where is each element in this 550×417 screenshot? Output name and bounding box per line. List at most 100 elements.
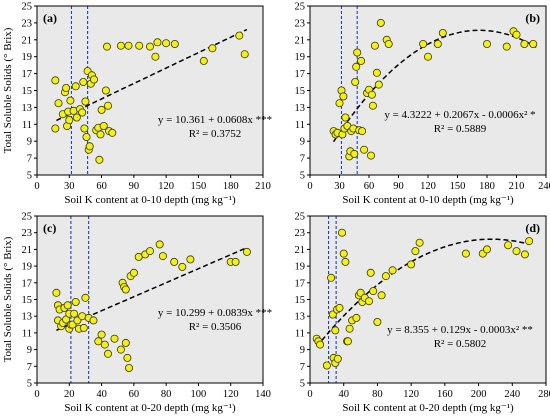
data-point [155, 240, 164, 249]
data-point [121, 285, 130, 294]
data-point [101, 86, 110, 95]
data-point [407, 260, 416, 269]
y-tick-label: 7 [27, 154, 32, 165]
y-tick-label: 5 [300, 379, 305, 390]
data-point [116, 345, 125, 354]
data-point [388, 266, 397, 275]
plot-background [310, 216, 546, 383]
data-point [104, 101, 113, 110]
data-point [341, 257, 350, 266]
regression-equation: y = 4.3222 + 0.2067x - 0.0006x² * [384, 109, 535, 121]
x-tick-label: 40 [338, 389, 349, 400]
x-tick-label: 120 [420, 181, 436, 192]
data-point [66, 96, 75, 105]
y-tick-label: 9 [27, 137, 32, 148]
y-tick-label: 21 [295, 35, 306, 46]
x-tick-label: 0 [307, 389, 312, 400]
y-tick-label: 13 [22, 103, 33, 114]
data-point [125, 363, 134, 372]
y-tick-label: 5 [27, 171, 32, 182]
data-point [94, 337, 103, 346]
data-point [345, 324, 354, 333]
y-axis-label: Total Soluble Solids (° Brix) [2, 236, 14, 362]
y-tick-label: 21 [22, 35, 33, 46]
panel-label: (c) [43, 221, 56, 235]
data-point [381, 272, 390, 281]
x-tick-label: 90 [129, 181, 140, 192]
x-axis-label: Soil K content at 0-10 depth (mg kg⁻¹) [342, 194, 514, 206]
data-point [231, 257, 240, 266]
x-tick-label: 100 [191, 389, 207, 400]
x-tick-label: 210 [509, 181, 525, 192]
x-tick-label: 140 [255, 389, 271, 400]
x-tick-label: 200 [471, 389, 487, 400]
data-point [79, 323, 88, 332]
data-point [71, 82, 80, 91]
data-point [178, 262, 187, 271]
y-tick-label: 25 [22, 2, 33, 13]
y-tick-label: 11 [295, 120, 305, 131]
x-tick-label: 150 [450, 181, 466, 192]
x-tick-label: 30 [64, 181, 75, 192]
data-point [79, 78, 88, 87]
data-point [520, 250, 529, 259]
x-tick-label: 60 [129, 389, 140, 400]
data-point [433, 40, 442, 49]
y-tick-label: 23 [22, 18, 33, 29]
data-point [339, 92, 348, 101]
data-point [170, 40, 179, 49]
panel-b: 5 7 9 11 13 15 17 19 21 23 25 0 30 60 90 120 150 180 210 24… [295, 2, 550, 207]
data-point [423, 52, 432, 61]
data-point [384, 40, 393, 49]
data-point [525, 237, 534, 246]
data-point [339, 249, 348, 258]
x-tick-label: 60 [96, 181, 107, 192]
panel-label: (d) [525, 221, 540, 235]
x-tick-label: 180 [223, 181, 239, 192]
y-tick-label: 9 [300, 345, 305, 356]
x-tick-label: 240 [538, 181, 550, 192]
regression-equation: y = 10.299 + 0.0839x *** [158, 307, 272, 319]
data-point [145, 42, 154, 51]
r-squared: R² = 0.5889 [434, 123, 487, 135]
panel-label: (a) [43, 11, 57, 25]
y-tick-label: 19 [295, 52, 306, 63]
data-point [372, 68, 381, 77]
data-point [419, 40, 428, 49]
data-point [123, 353, 132, 362]
data-point [162, 39, 171, 48]
data-point [438, 28, 447, 37]
regression-equation: y = 10.361 + 0.0608x *** [158, 114, 272, 126]
data-point [357, 56, 366, 65]
data-point [54, 99, 63, 108]
y-tick-label: 17 [22, 278, 33, 289]
data-point [377, 291, 386, 300]
y-axis-label: Total Soluble Solids (° Brix) [2, 27, 14, 153]
x-tick-label: 80 [372, 389, 383, 400]
data-point [373, 317, 382, 326]
regression-equation: y = 8.355 + 0.129x - 0.0003x² ** [387, 324, 533, 336]
data-point [89, 316, 98, 325]
y-tick-label: 21 [295, 245, 306, 256]
x-tick-label: 240 [504, 389, 520, 400]
panel-d: 5 7 9 11 13 15 17 19 21 23 25 0 40 80 120 160 200 240 280 S… [295, 212, 550, 415]
data-point [208, 44, 217, 53]
plot-background [37, 6, 263, 175]
data-point [512, 30, 521, 39]
data-point [104, 349, 113, 358]
x-tick-label: 80 [161, 389, 172, 400]
y-tick-label: 17 [22, 69, 33, 80]
data-point [100, 340, 109, 349]
data-point [322, 361, 331, 370]
data-point [129, 268, 138, 277]
r-squared: R² = 0.3506 [189, 321, 242, 333]
x-tick-label: 150 [191, 181, 207, 192]
x-tick-label: 0 [34, 181, 39, 192]
data-point [71, 297, 80, 306]
data-point [356, 288, 365, 297]
data-point [352, 62, 361, 71]
trend-line [56, 28, 248, 122]
y-tick-label: 23 [295, 18, 306, 29]
data-point [110, 334, 119, 343]
